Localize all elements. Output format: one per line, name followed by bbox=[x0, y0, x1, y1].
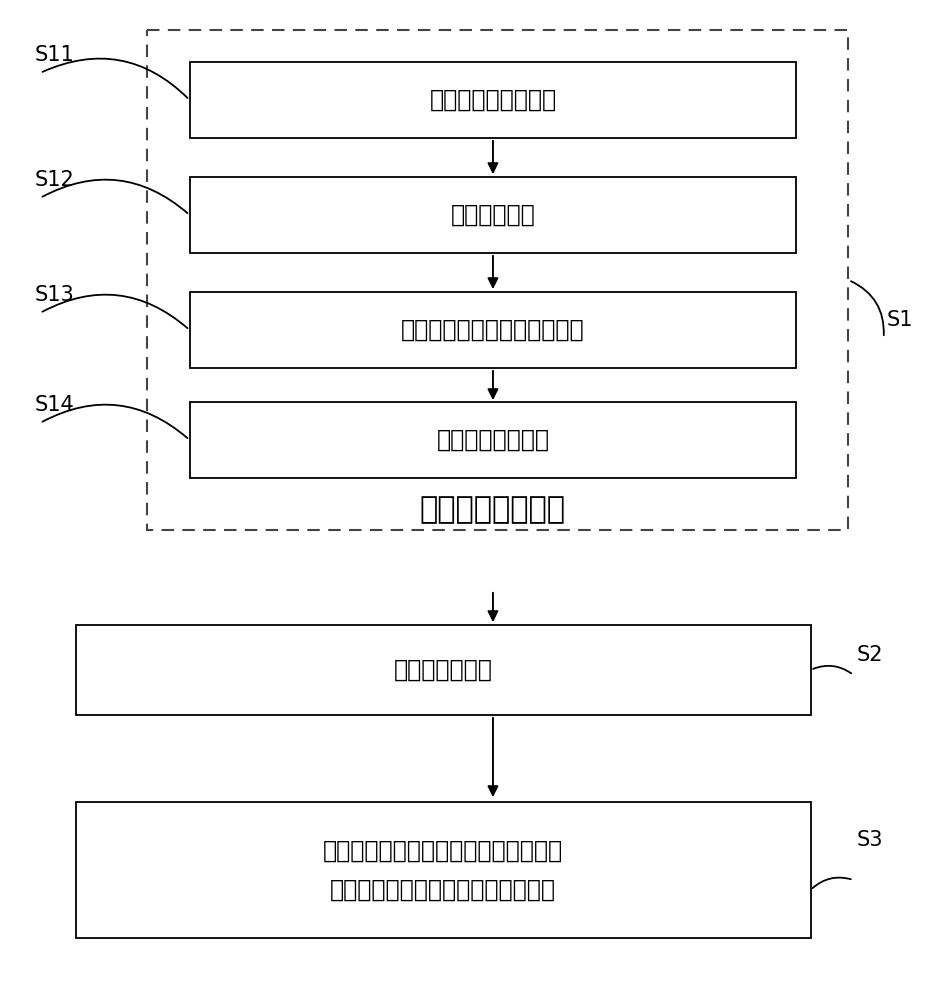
FancyArrowPatch shape bbox=[812, 878, 850, 888]
FancyArrowPatch shape bbox=[43, 295, 188, 328]
Bar bbox=[190, 177, 796, 253]
Text: 计算备选相位矩阵: 计算备选相位矩阵 bbox=[420, 495, 566, 524]
Text: 除去冗余相位: 除去冗余相位 bbox=[450, 203, 536, 227]
FancyArrowPatch shape bbox=[43, 180, 188, 213]
Text: S12: S12 bbox=[35, 170, 75, 190]
Text: S2: S2 bbox=[856, 645, 883, 665]
Bar bbox=[76, 802, 811, 938]
Bar bbox=[190, 292, 796, 368]
Text: S14: S14 bbox=[35, 395, 75, 415]
Text: 处理两股以上车流的合流冲突: 处理两股以上车流的合流冲突 bbox=[401, 318, 585, 342]
Text: S1: S1 bbox=[886, 310, 913, 330]
Text: 建立考虑冲突因素的各车道流量、车头
时距、人行过街长度的相位设计模型: 建立考虑冲突因素的各车道流量、车头 时距、人行过街长度的相位设计模型 bbox=[323, 838, 563, 902]
FancyArrowPatch shape bbox=[851, 281, 884, 335]
Text: 计算备选相位集合: 计算备选相位集合 bbox=[436, 428, 550, 452]
FancyArrowPatch shape bbox=[813, 666, 851, 673]
Bar bbox=[190, 402, 796, 478]
FancyArrowPatch shape bbox=[43, 405, 188, 438]
Text: S11: S11 bbox=[35, 45, 75, 65]
FancyArrowPatch shape bbox=[43, 59, 188, 98]
Bar bbox=[147, 30, 848, 530]
Text: S13: S13 bbox=[35, 285, 75, 305]
Text: 输入目标相位数: 输入目标相位数 bbox=[393, 658, 493, 682]
Bar bbox=[190, 62, 796, 138]
Text: S3: S3 bbox=[856, 830, 883, 850]
Bar bbox=[76, 625, 811, 715]
Text: 建立灯组相容关系图: 建立灯组相容关系图 bbox=[429, 88, 556, 112]
